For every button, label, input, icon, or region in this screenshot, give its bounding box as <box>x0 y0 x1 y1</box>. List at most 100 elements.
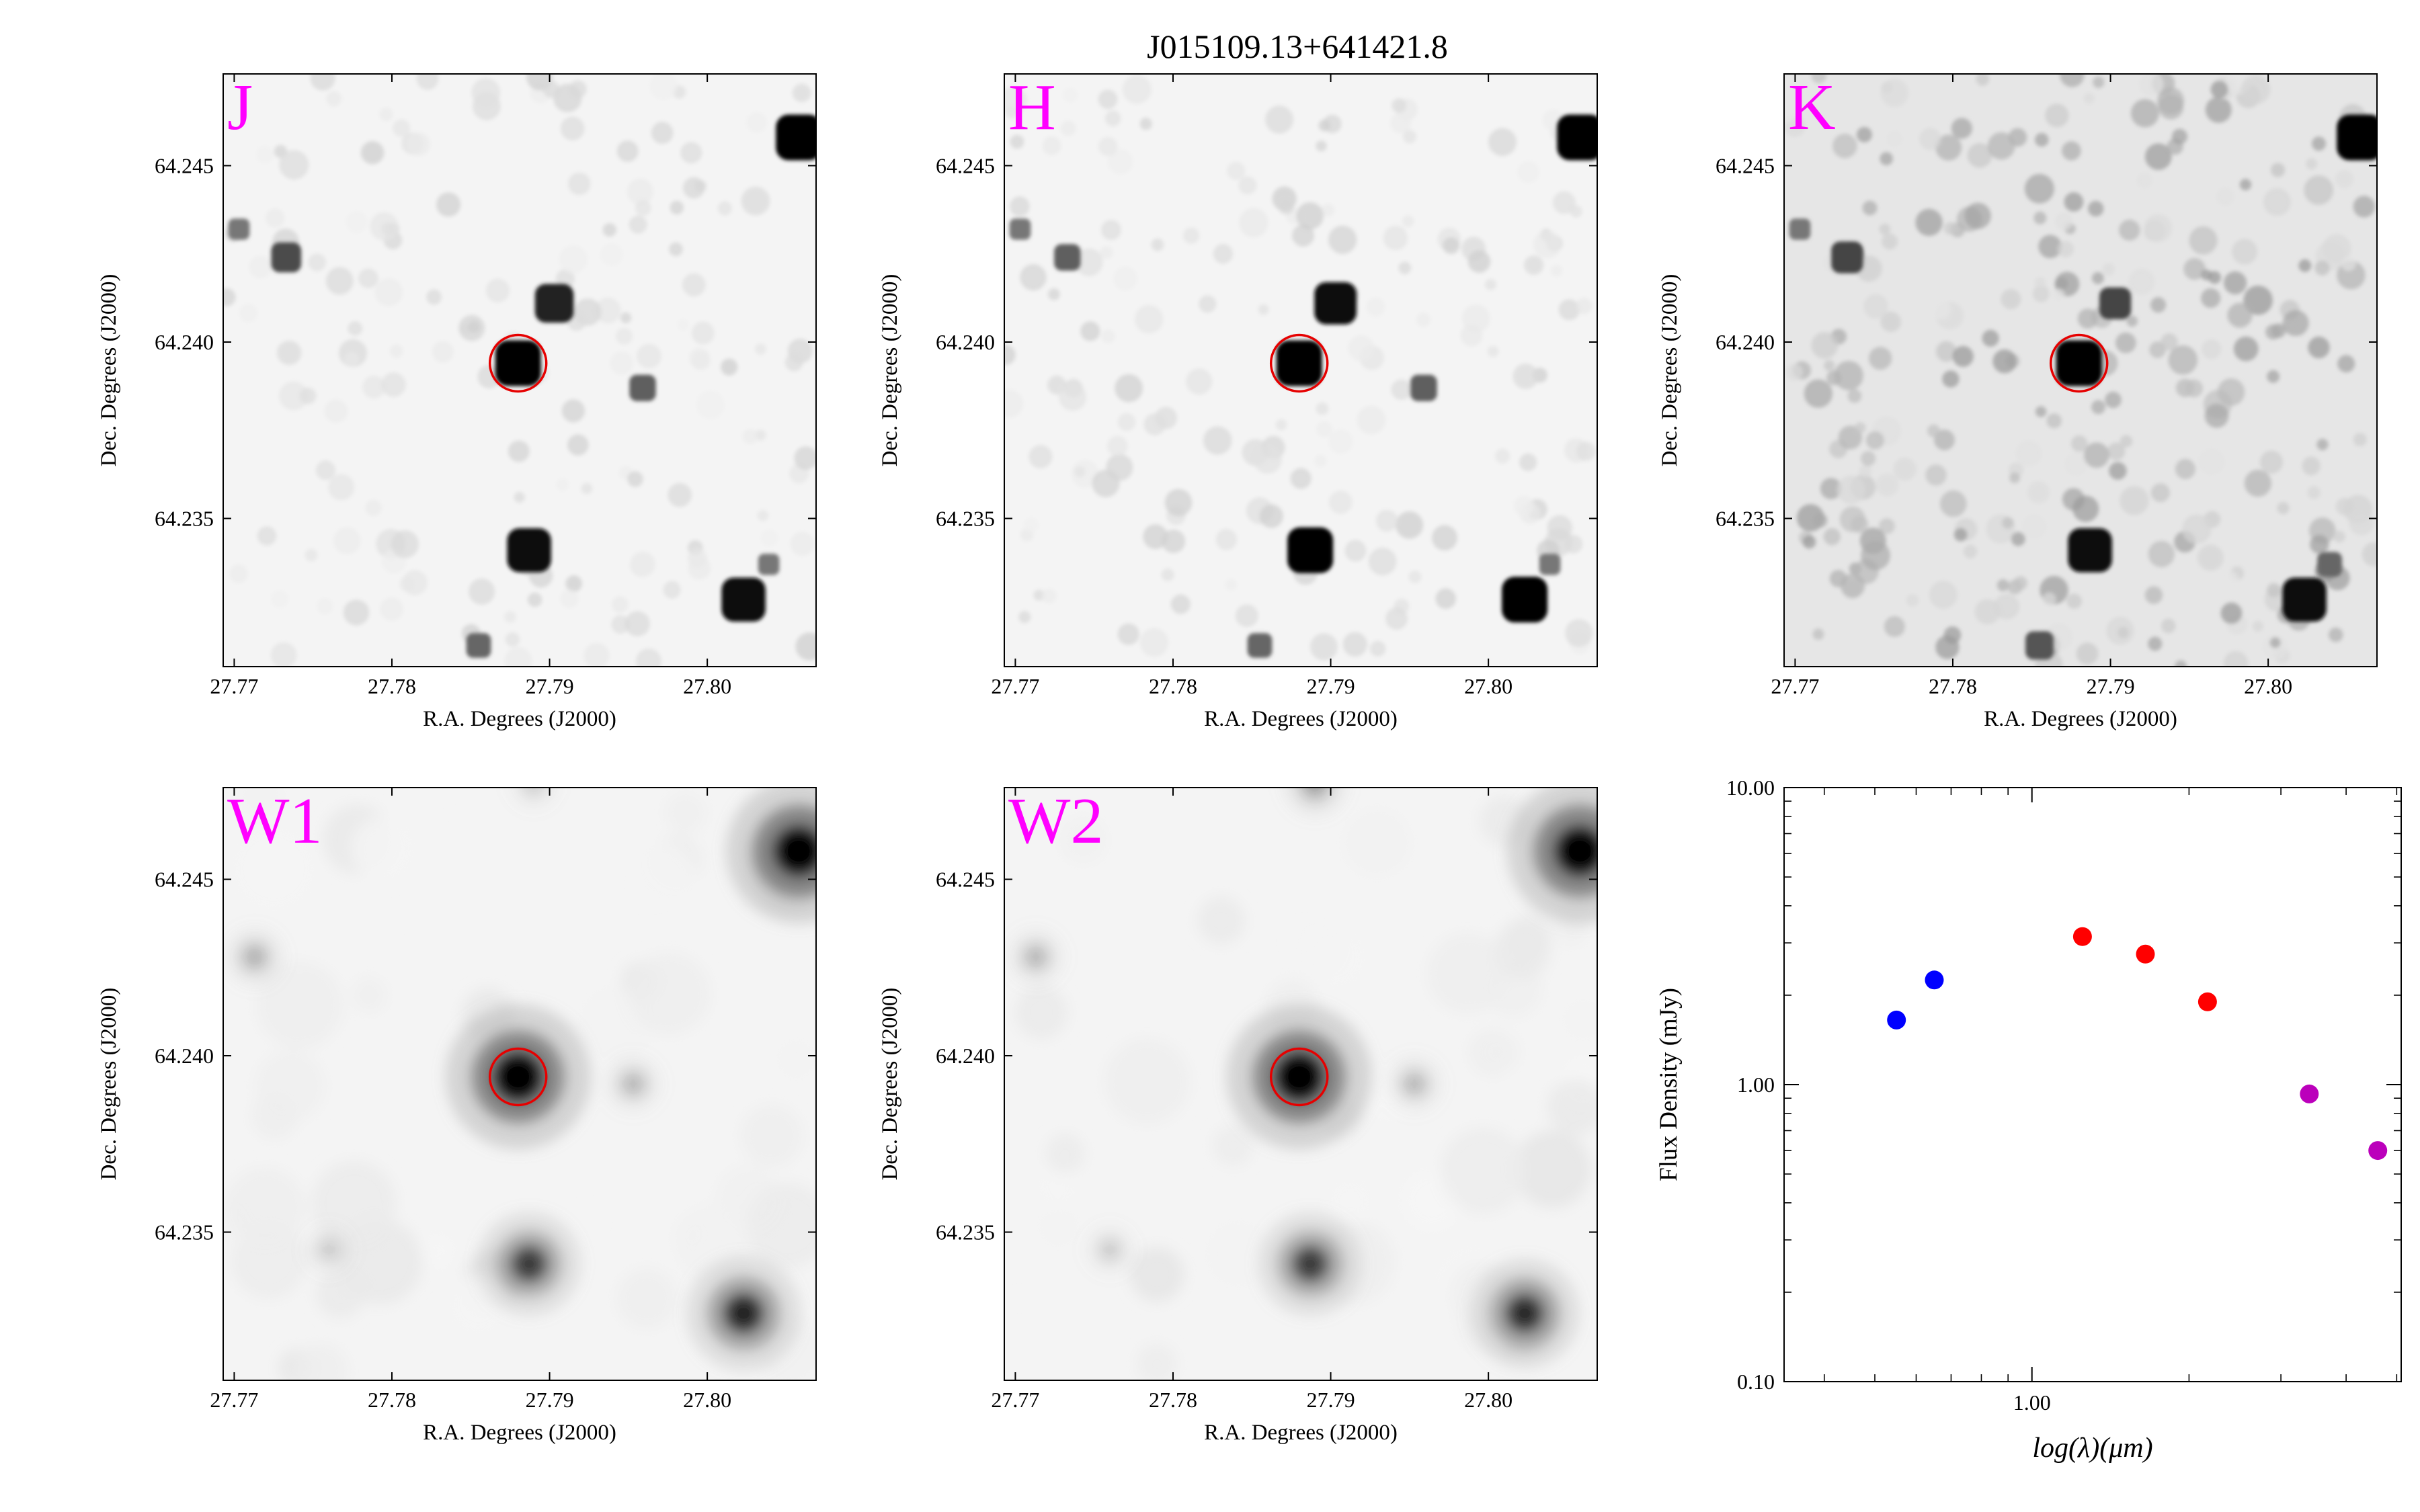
source-core <box>1100 1241 1119 1259</box>
x-axis-label: R.A. Degrees (J2000) <box>423 707 616 731</box>
source-core <box>1293 1246 1328 1282</box>
source-core <box>1506 1295 1543 1332</box>
source <box>758 554 780 575</box>
data-point <box>2368 1141 2388 1161</box>
y-tick-label: 64.240 <box>155 1044 214 1068</box>
panel-frame <box>1783 73 2378 667</box>
sed-chart: 10.00 1.00 0.10 1.00 log(λ)(μm) Flux Density … <box>1655 775 2402 1464</box>
source <box>1054 244 1081 271</box>
sources <box>1009 114 1597 658</box>
source <box>2068 528 2112 573</box>
source-core <box>512 1246 547 1282</box>
sources <box>1789 114 2377 660</box>
x-axis-label: R.A. Degrees (J2000) <box>1984 707 2177 731</box>
x-tick-label: 27.77 <box>991 674 1039 698</box>
background-noise <box>223 788 816 1380</box>
source-halo <box>506 788 562 812</box>
band-label: W1 <box>227 785 323 857</box>
sky-image <box>1004 74 1597 667</box>
source <box>1314 282 1357 325</box>
y-tick-label: 0.10 <box>1737 1370 1775 1394</box>
source <box>2099 287 2132 319</box>
source <box>721 577 766 622</box>
x-tick-label: 27.79 <box>526 1388 574 1412</box>
x-tick-label: 27.80 <box>1464 674 1513 698</box>
target-marker-circle <box>1269 1047 1329 1107</box>
image-panel-h: 27.77 27.78 27.79 27.80 64.245 64.240 64.235 R.… <box>878 71 1598 731</box>
x-axis-label: log(λ)(μm) <box>2032 1433 2152 1464</box>
x-tick-label: 27.78 <box>368 1388 416 1412</box>
data-point <box>1925 970 1944 990</box>
x-tick-label: 27.77 <box>210 674 258 698</box>
source <box>1789 218 1811 240</box>
source-core <box>1556 827 1597 876</box>
y-tick-label: 64.245 <box>936 154 995 178</box>
image-panel-w2: 27.77 27.78 27.79 27.80 64.245 64.240 64.235 R.… <box>878 785 1598 1445</box>
source-halo <box>1281 788 1350 819</box>
sky-image <box>1784 74 2377 667</box>
background-noise <box>1784 74 2377 667</box>
x-tick-label: 27.78 <box>1149 674 1197 698</box>
sky-image <box>223 788 816 1380</box>
x-tick-label: 27.80 <box>683 674 731 698</box>
x-tick-label: 27.78 <box>1929 674 1977 698</box>
y-tick-label: 64.240 <box>936 330 995 354</box>
series-0 <box>1887 970 1944 1030</box>
band-label: H <box>1008 71 1056 144</box>
x-tick-label: 27.79 <box>526 674 574 698</box>
y-tick-label: 10.00 <box>1726 775 1775 800</box>
sky-image <box>1004 788 1597 1380</box>
panel-frame <box>1004 787 1598 1381</box>
y-tick-label: 64.235 <box>936 1220 995 1245</box>
x-tick-label: 1.00 <box>2013 1390 2051 1415</box>
source-core <box>1025 946 1047 968</box>
source-core <box>244 946 266 968</box>
source <box>2282 577 2327 622</box>
source <box>466 633 491 658</box>
target-marker-circle <box>488 1047 548 1107</box>
x-tick-label: 27.80 <box>683 1388 731 1412</box>
source <box>2317 552 2342 577</box>
source <box>1557 114 1597 161</box>
series-1 <box>2072 927 2217 1011</box>
sources <box>228 114 816 658</box>
sed-plot-frame <box>1783 787 2402 1382</box>
x-tick-label: 27.79 <box>2087 674 2135 698</box>
target-marker-circle <box>1269 333 1329 393</box>
source <box>2056 340 2102 386</box>
source <box>228 218 250 240</box>
source <box>629 374 656 401</box>
target-marker-circle <box>488 333 548 393</box>
y-tick-label: 64.240 <box>155 330 214 354</box>
image-panel-w1: 27.77 27.78 27.79 27.80 64.245 64.240 64.235 R.… <box>97 785 817 1445</box>
source-core <box>1404 1073 1425 1095</box>
y-axis-label: Flux Density (mJy) <box>1655 988 1683 1181</box>
source <box>1831 241 1863 274</box>
data-point <box>2136 944 2155 964</box>
x-tick-label: 27.77 <box>1771 674 1819 698</box>
source <box>2337 114 2377 161</box>
source-core <box>525 788 542 794</box>
source-core <box>724 1294 763 1333</box>
data-point <box>2197 992 2217 1011</box>
source <box>1539 554 1561 575</box>
x-tick-label: 27.80 <box>2244 674 2292 698</box>
y-axis-label: Dec. Degrees (J2000) <box>97 988 121 1181</box>
sky-image <box>223 74 816 667</box>
source <box>495 340 541 386</box>
source <box>516 788 552 802</box>
data-point <box>1887 1010 1906 1030</box>
y-tick-label: 64.235 <box>1716 507 1775 531</box>
y-axis-label: Dec. Degrees (J2000) <box>97 274 121 467</box>
y-axis-label: Dec. Degrees (J2000) <box>878 274 902 467</box>
y-tick-label: 1.00 <box>1737 1073 1775 1097</box>
y-tick-label: 64.245 <box>1716 154 1775 178</box>
source <box>1502 577 1548 623</box>
x-axis-label: R.A. Degrees (J2000) <box>423 1421 616 1445</box>
y-tick-label: 64.235 <box>936 507 995 531</box>
y-tick-label: 64.235 <box>155 507 214 531</box>
x-tick-label: 27.79 <box>1307 674 1355 698</box>
source <box>507 528 551 573</box>
y-tick-label: 64.245 <box>155 868 214 892</box>
